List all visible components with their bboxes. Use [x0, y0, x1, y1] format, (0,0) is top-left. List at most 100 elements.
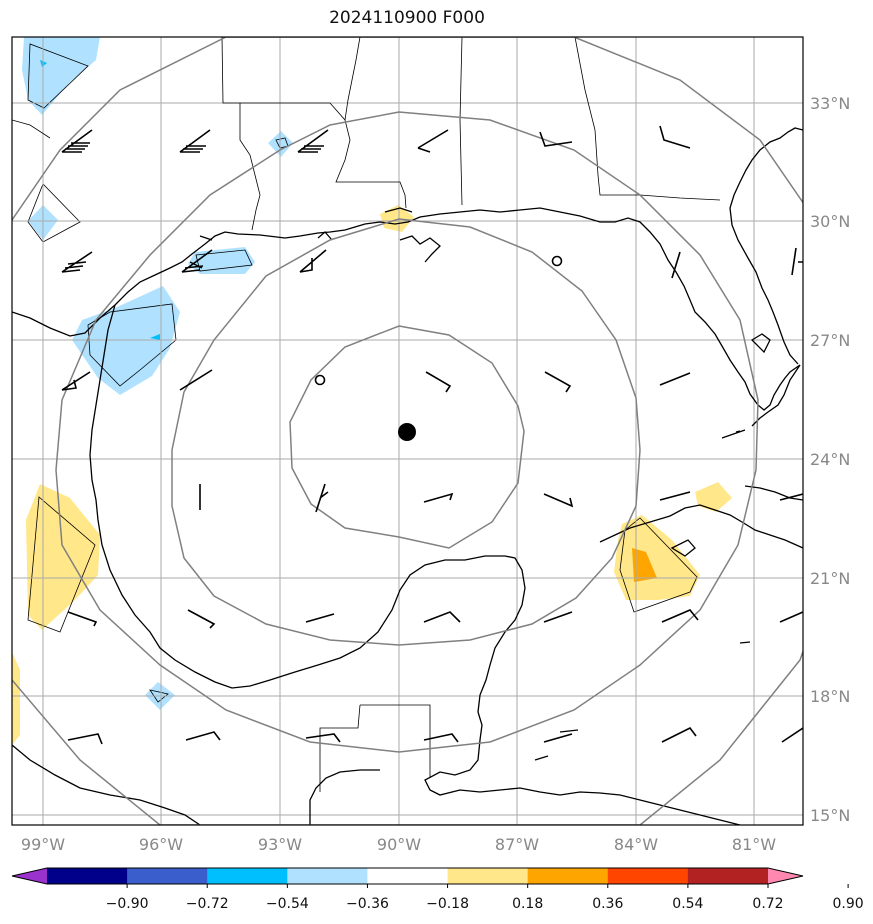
wind-barb	[659, 372, 691, 386]
wind-barb	[67, 611, 98, 627]
wind-barb	[781, 727, 803, 743]
positive-shade-area	[614, 515, 700, 600]
wind-barb	[539, 131, 573, 147]
colorbar-segment	[367, 868, 449, 884]
wind-barb	[423, 611, 461, 623]
colorbar-tick-label: −0.36	[346, 896, 389, 912]
lon-tick-label: 90°W	[377, 835, 421, 854]
border-line	[319, 704, 431, 792]
wind-barb	[61, 251, 93, 273]
wind-barb	[661, 726, 697, 743]
wind-barb	[543, 733, 573, 743]
range-rings	[12, 37, 803, 825]
positive-shade-area	[26, 484, 100, 630]
wind-barb	[61, 129, 93, 153]
wind-barb	[425, 371, 452, 393]
lat-tick-label: 27°N	[810, 331, 850, 350]
colorbar-segment	[607, 868, 689, 884]
wind-barb	[179, 369, 213, 391]
colorbar-extend-low	[12, 868, 47, 884]
coastline-island	[534, 641, 751, 761]
colorbar-segment	[447, 868, 529, 884]
lon-tick-label: 99°W	[21, 835, 65, 854]
lat-tick-label: 15°N	[810, 806, 850, 825]
contour-line	[87, 303, 177, 387]
lat-tick-label: 18°N	[810, 687, 850, 706]
coastline-pacific	[12, 744, 380, 825]
wind-barb	[423, 733, 459, 743]
coastline-central-america	[424, 711, 741, 825]
coastline-island	[721, 429, 746, 439]
colorbar-segment	[287, 868, 368, 884]
colorbar-segment	[207, 868, 288, 884]
wind-barb	[671, 251, 681, 279]
contour-line	[27, 43, 89, 109]
contour-line	[27, 496, 96, 633]
coastlines	[12, 127, 803, 825]
range-ring-3	[55, 111, 759, 753]
range-ring-1	[289, 325, 525, 549]
political-borders	[12, 37, 721, 792]
colorbar-extend-high	[768, 868, 803, 884]
wind-barb	[659, 491, 691, 501]
border-line	[240, 102, 407, 209]
border-line	[221, 37, 261, 231]
calm-markers	[314, 255, 563, 386]
range-ring-4	[12, 37, 803, 825]
wind-barb	[791, 247, 803, 276]
colorbar-segment	[47, 868, 128, 884]
border-line	[344, 37, 361, 121]
negative-shade-area	[22, 37, 100, 115]
lon-tick-label: 96°W	[139, 835, 183, 854]
lon-tick-label: 84°W	[614, 835, 658, 854]
coastline-isla-juventud	[670, 539, 696, 557]
lon-tick-label: 81°W	[732, 835, 776, 854]
contour-line	[27, 183, 81, 243]
lat-tick-label: 33°N	[810, 94, 850, 113]
wind-barb	[543, 493, 574, 508]
shaded-field	[12, 37, 732, 745]
wind-barb	[61, 371, 91, 391]
contour-line	[619, 517, 698, 613]
range-ring-2	[171, 218, 641, 646]
lat-tick-label: 30°N	[810, 212, 850, 231]
wind-barb	[661, 609, 699, 623]
positive-shade-area	[12, 652, 20, 745]
wind-barb	[181, 249, 213, 273]
lon-tick-label: 93°W	[258, 835, 302, 854]
colorbar-outline	[11, 867, 804, 885]
lon-tick-label: 87°W	[495, 835, 539, 854]
wind-barb	[779, 493, 803, 501]
colorbar-tick-label: 0.54	[672, 896, 703, 912]
chart-title: 2024110900 F000	[329, 8, 485, 28]
wind-barb	[305, 733, 341, 743]
coastline-mexico	[89, 304, 526, 713]
wind-barb	[543, 611, 573, 623]
coastline-florida-east	[729, 127, 803, 427]
colorbar-tick-label: −0.90	[106, 896, 149, 912]
colorbar-tick-label: −0.54	[266, 896, 309, 912]
colorbar: −0.90 −0.72 −0.54 −0.36 −0.18 0.18 0.36 0.54 0.7…	[11, 867, 864, 912]
wind-barb	[779, 611, 803, 623]
colorbar-tick-label: 0.90	[833, 896, 864, 912]
wind-barb	[299, 249, 327, 273]
colorbar-tick-label: 0.18	[512, 896, 543, 912]
wind-barb	[179, 129, 211, 153]
colorbar-segment	[527, 868, 609, 884]
wind-barb	[423, 492, 454, 503]
wind-barbs	[61, 125, 803, 745]
lon-tick-labels: 99°W 96°W 93°W 90°W 87°W 84°W 81°W	[21, 835, 776, 854]
colorbar-tick-label: −0.18	[426, 896, 469, 912]
calm-wind-marker	[551, 255, 563, 267]
border-line	[459, 37, 463, 206]
positive-shade-area	[380, 205, 414, 232]
colorbar-segment	[127, 868, 208, 884]
lat-tick-labels: 33°N 30°N 27°N 24°N 21°N 18°N 15°N	[810, 94, 850, 825]
wind-barb	[185, 731, 221, 741]
coastline-island	[750, 333, 771, 354]
wind-barb	[544, 371, 572, 393]
border-line	[574, 37, 721, 201]
wind-barb	[297, 129, 329, 153]
negative-shade-area	[150, 334, 160, 340]
